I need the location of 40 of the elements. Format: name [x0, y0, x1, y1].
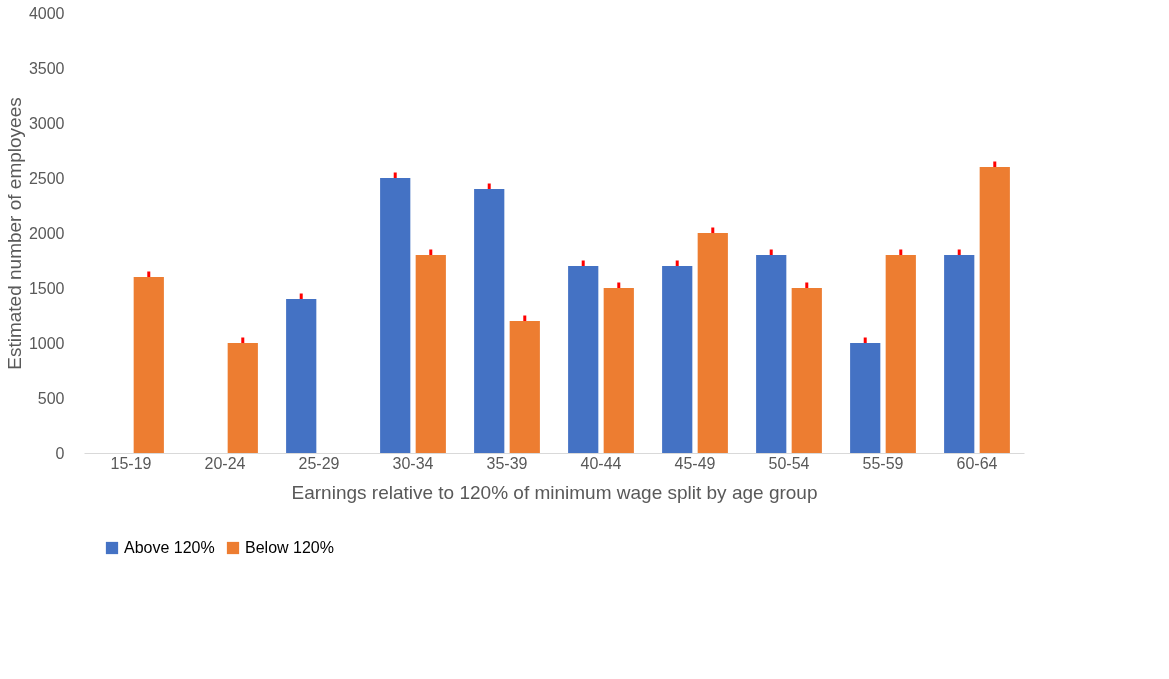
- x-tick-label: 50-54: [768, 454, 810, 472]
- x-tick-label: 60-64: [956, 454, 998, 472]
- x-tick-label: 55-59: [862, 454, 904, 472]
- bar: [885, 255, 916, 453]
- y-tick-label: 3500: [28, 59, 65, 77]
- y-tick-label: 4000: [28, 4, 65, 22]
- x-tick-label: 45-49: [674, 454, 716, 472]
- y-tick-label: 1000: [28, 334, 65, 352]
- y-tick-label: 0: [55, 444, 65, 462]
- bar: [697, 233, 728, 453]
- bar: [662, 266, 693, 453]
- y-axis-title: Estimated number of employees: [3, 97, 25, 370]
- legend-label: Above 120%: [124, 539, 215, 556]
- bar: [227, 343, 258, 453]
- y-tick-label: 2000: [28, 224, 65, 242]
- bar: [380, 178, 411, 453]
- bar: [756, 255, 787, 453]
- bar: [474, 189, 505, 453]
- x-tick-label: 35-39: [486, 454, 528, 472]
- bar: [415, 255, 446, 453]
- x-tick-label: 15-19: [110, 454, 152, 472]
- bar: [603, 288, 634, 453]
- x-tick-label: 25-29: [298, 454, 340, 472]
- y-tick-label: 1500: [28, 279, 65, 297]
- y-tick-label: 2500: [28, 169, 65, 187]
- x-tick-label: 30-34: [392, 454, 434, 472]
- bar: [979, 167, 1010, 453]
- legend-label: Below 120%: [245, 539, 334, 556]
- bar: [850, 343, 881, 453]
- y-tick-label: 500: [37, 389, 65, 407]
- x-axis-title: Earnings relative to 120% of minimum wage split by age group: [291, 481, 818, 503]
- y-tick-label: 3000: [28, 114, 65, 132]
- bar: [568, 266, 599, 453]
- bar: [509, 321, 540, 453]
- bar: [944, 255, 975, 453]
- bar: [791, 288, 822, 453]
- x-tick-label: 20-24: [204, 454, 246, 472]
- bar: [286, 299, 317, 453]
- x-tick-label: 40-44: [580, 454, 622, 472]
- bar: [133, 277, 164, 453]
